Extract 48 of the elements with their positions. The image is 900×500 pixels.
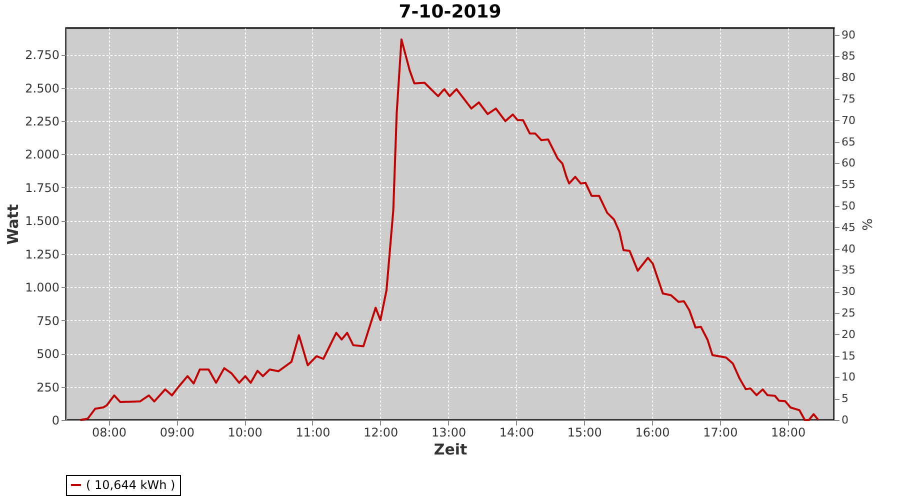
y2-tick-label: 55 (842, 178, 856, 192)
x-tick-label: 08:00 (92, 426, 127, 440)
y-tick-label: 1.000 (25, 280, 60, 295)
y-axis-title: Watt (4, 204, 22, 245)
y-tick-label: 750 (36, 314, 60, 328)
y-tick-label: 2.500 (25, 81, 60, 96)
y2-axis-title: % (858, 218, 874, 231)
y-tick-label: 2.750 (25, 48, 60, 62)
x-axis-title: Zeit (434, 440, 468, 458)
y2-tick-label: 40 (842, 242, 856, 256)
y2-tick-label: 35 (842, 264, 856, 277)
y2-tick-label: 50 (842, 200, 856, 213)
line-series (79, 38, 820, 421)
y2-tick-label: 30 (842, 285, 856, 298)
y2-tick-label: 65 (842, 135, 856, 148)
y2-tick-label: 60 (842, 156, 856, 170)
x-tick-label: 14:00 (499, 426, 534, 440)
chart-title: 7-10-2019 (398, 1, 502, 22)
x-tick-label: 10:00 (228, 426, 262, 440)
x-tick-label: 12:00 (364, 426, 398, 440)
y2-tick-label: 5 (842, 392, 848, 406)
y2-tick-label: 90 (842, 28, 856, 42)
y2-tick-label: 15 (842, 349, 856, 362)
y-tick-label: 0 (52, 414, 60, 428)
y2-tick-label: 45 (842, 220, 856, 234)
legend-label: ( 10,644 kWh ) (86, 478, 176, 492)
y2-tick-label: 80 (842, 71, 856, 84)
y2-tick-label: 85 (842, 50, 856, 63)
x-tick-label: 09:00 (160, 426, 194, 440)
x-tick-label: 13:00 (432, 426, 466, 440)
y2-tick-label: 75 (842, 92, 856, 106)
y2-tick-label: 25 (842, 306, 856, 320)
y-tick-label: 500 (36, 347, 60, 362)
y-tick-label: 1.750 (25, 180, 60, 195)
x-tick-label: 15:00 (567, 426, 602, 440)
y-tick-label: 1.500 (25, 214, 60, 228)
x-tick-label: 17:00 (703, 426, 738, 440)
x-tick-label: 16:00 (635, 426, 670, 440)
x-tick-label: 11:00 (296, 426, 330, 440)
y-tick-label: 1.250 (25, 247, 60, 262)
y2-tick-label: 20 (842, 328, 856, 341)
y2-tick-label: 70 (842, 114, 856, 127)
y2-tick-label: 10 (842, 370, 856, 384)
y-tick-label: 2.000 (25, 148, 60, 162)
y-tick-label: 250 (36, 380, 60, 394)
y-tick-label: 2.250 (25, 114, 60, 129)
y2-tick-label: 0 (842, 414, 848, 426)
x-tick-label: 18:00 (771, 426, 806, 440)
